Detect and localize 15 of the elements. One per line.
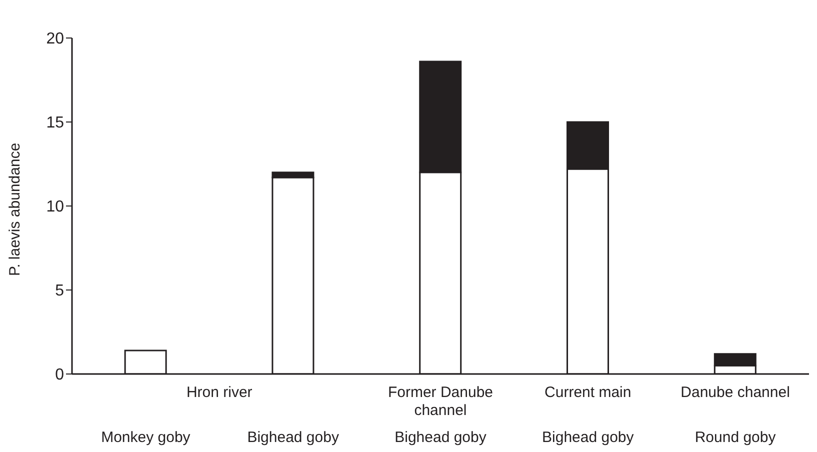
text: Danube channel bbox=[680, 384, 791, 402]
y-tick-label: 15 bbox=[46, 114, 64, 132]
x-tick-label: Bighead goby bbox=[394, 429, 487, 446]
y-tick-label: 10 bbox=[46, 198, 64, 216]
y-axis-title: P. laevis abundance bbox=[6, 142, 24, 276]
y-tick-label: 5 bbox=[55, 282, 64, 300]
y-tick-label: 0 bbox=[55, 366, 64, 384]
text: Current main bbox=[544, 384, 632, 402]
x-tick-label: Monkey goby bbox=[101, 429, 191, 446]
text: Hron river bbox=[185, 384, 254, 402]
x-tick-label: Bighead goby bbox=[542, 429, 634, 446]
y-tick-label: 20 bbox=[46, 30, 64, 48]
x-tick-label: Bighead goby bbox=[247, 429, 340, 446]
text: Former Danube channel bbox=[386, 384, 494, 420]
x-tick-label: Round goby bbox=[694, 429, 776, 446]
